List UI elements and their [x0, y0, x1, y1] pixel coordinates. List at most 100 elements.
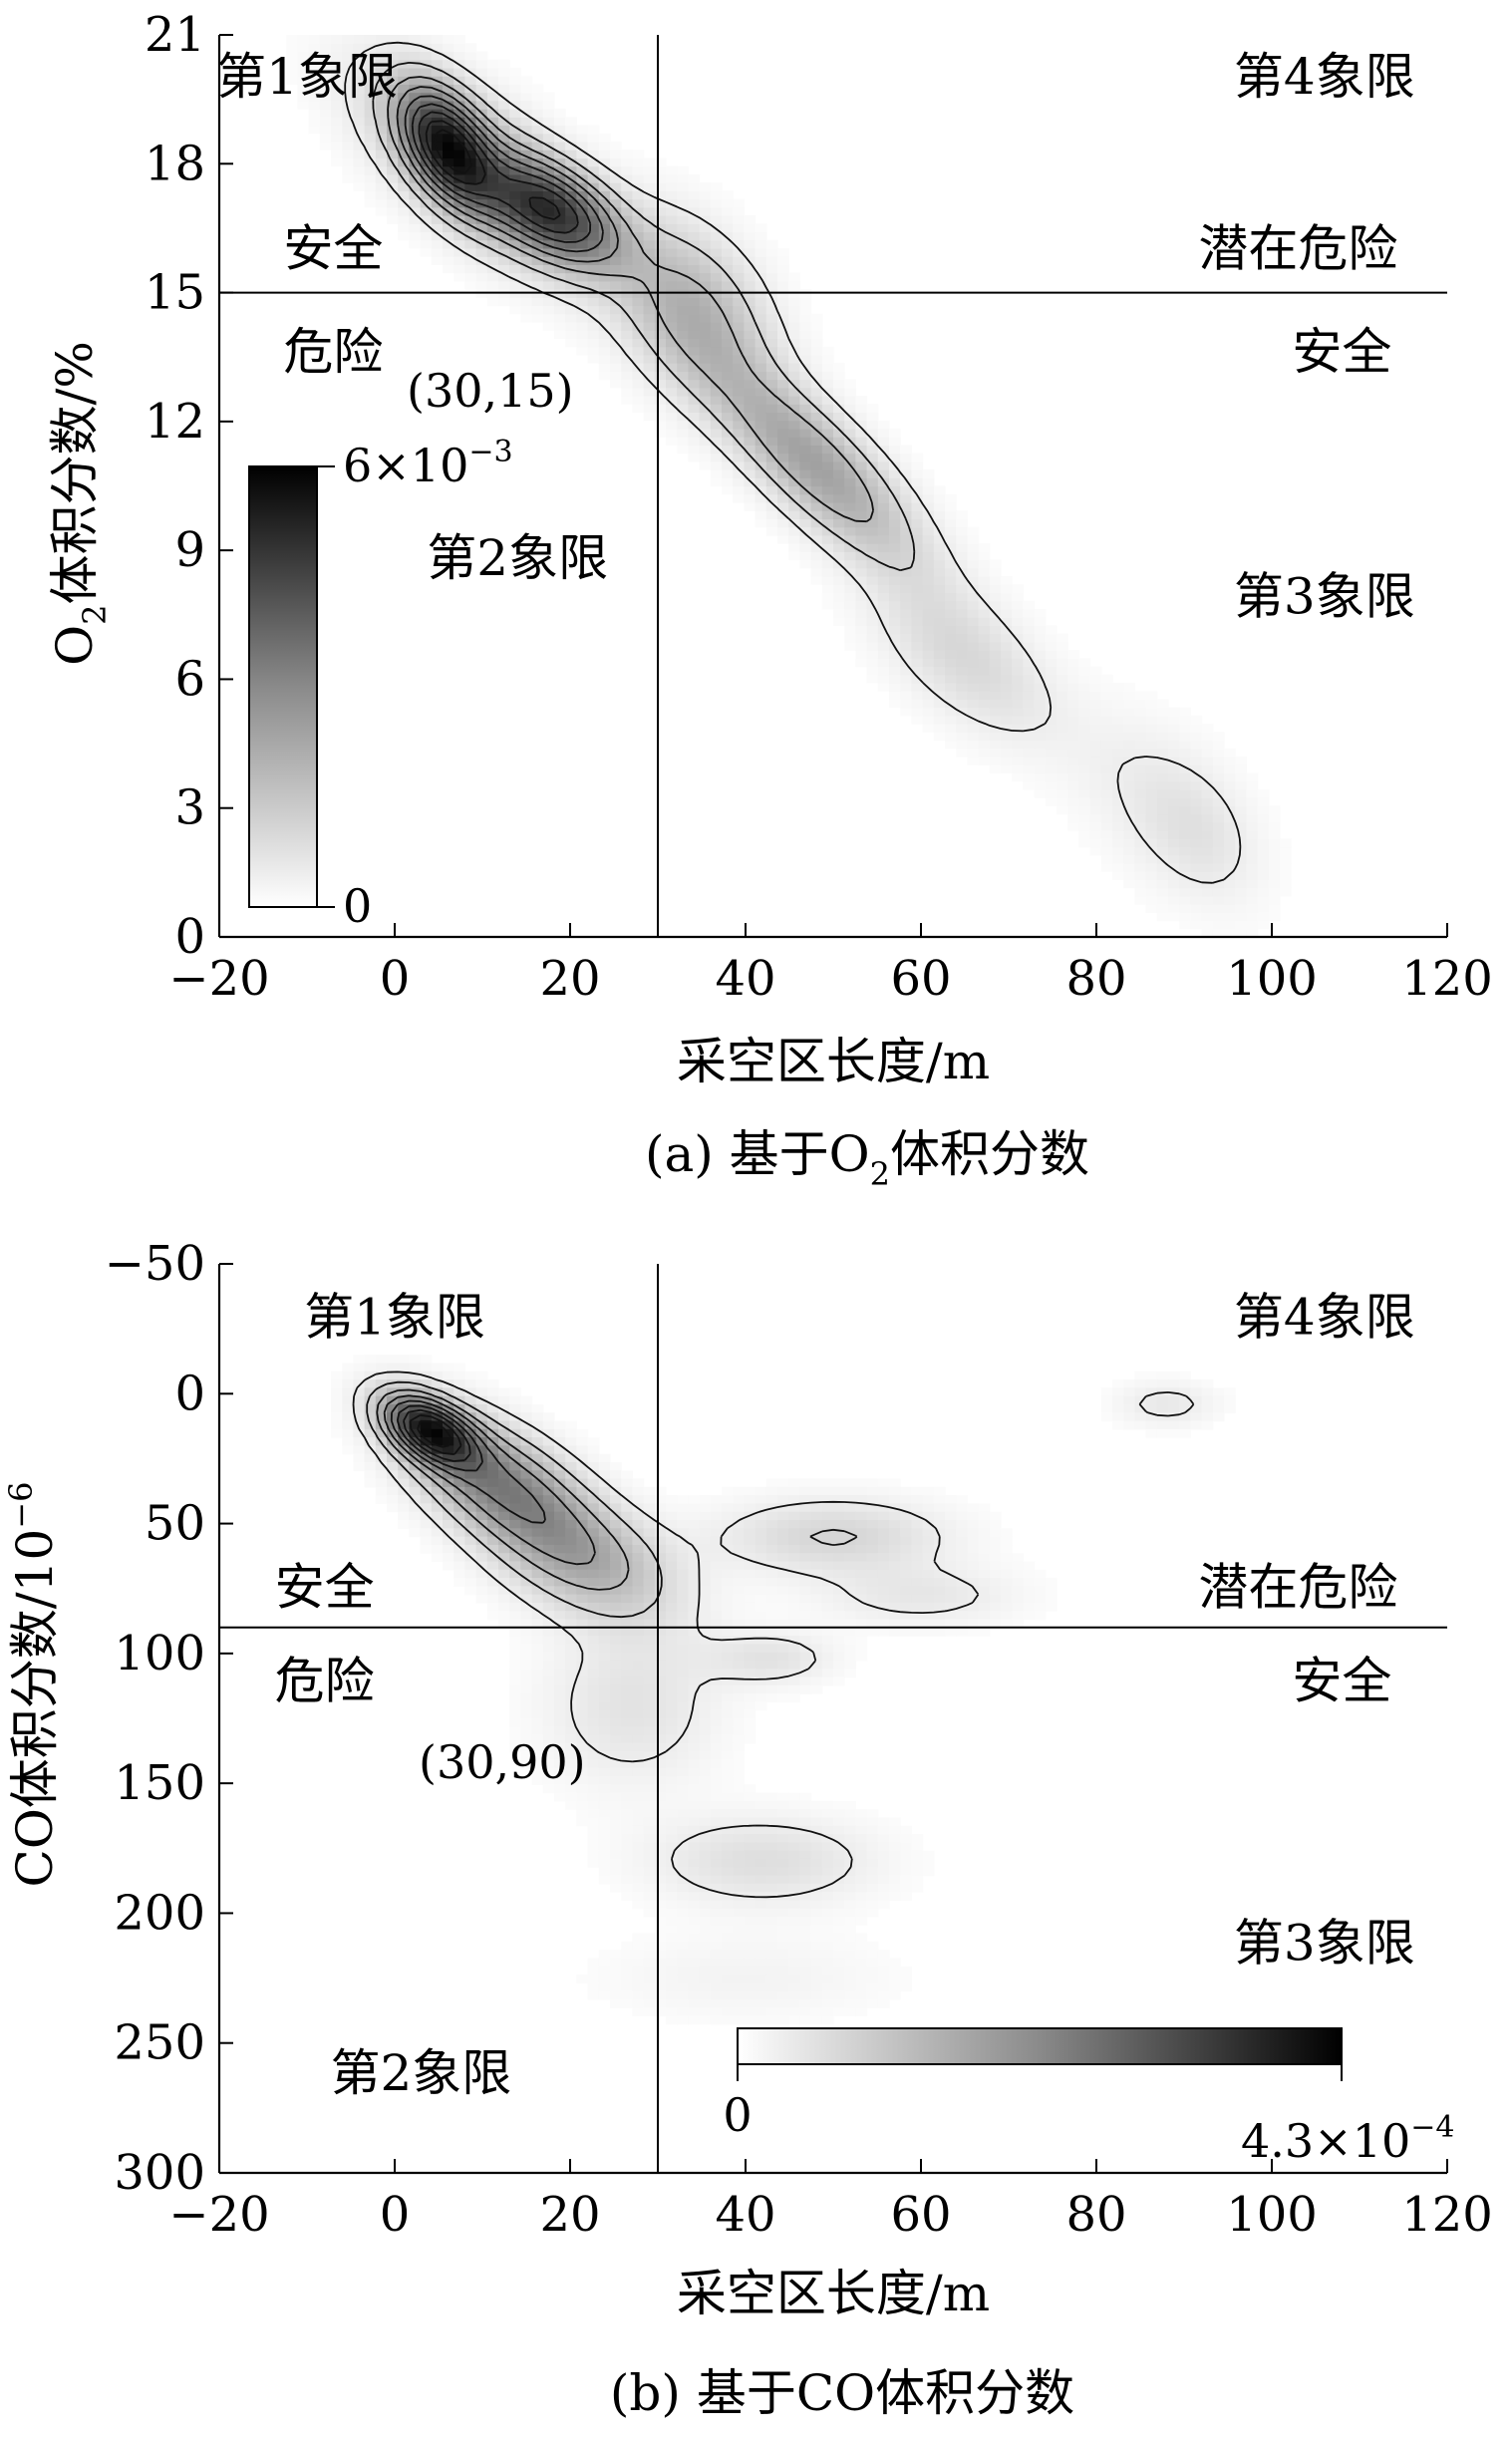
density-cell	[1012, 1619, 1024, 1629]
density-cell	[1023, 600, 1036, 610]
density-cell	[677, 1998, 689, 2008]
density-cell	[1168, 805, 1180, 815]
density-cell	[565, 1594, 577, 1604]
density-cell	[498, 165, 510, 175]
density-cell	[576, 1684, 589, 1694]
density-cell	[621, 387, 633, 397]
density-cell	[509, 1652, 521, 1662]
density-cell	[744, 346, 756, 356]
density-cell	[509, 1478, 521, 1488]
density-cell	[945, 608, 957, 618]
density-cell	[699, 1990, 712, 2000]
density-cell	[755, 501, 767, 511]
density-cell	[677, 1817, 689, 1827]
density-cell	[688, 1892, 701, 1901]
density-cell	[989, 1536, 1002, 1546]
density-cell	[788, 1677, 800, 1686]
density-cell	[855, 600, 868, 610]
density-cell	[1145, 772, 1158, 782]
density-cell	[866, 1966, 879, 1976]
density-cell	[486, 239, 499, 249]
density-cell	[454, 1379, 465, 1388]
density-cell	[821, 1627, 834, 1637]
density-cell	[956, 1503, 968, 1513]
density-cell	[643, 1834, 656, 1843]
density-cell	[409, 239, 422, 249]
density-cell	[677, 1644, 689, 1654]
density-cell	[454, 1520, 465, 1529]
density-cell	[1034, 674, 1047, 684]
density-cell	[1100, 797, 1113, 806]
density-cell	[498, 1553, 510, 1563]
density-cell	[1034, 764, 1047, 774]
density-cell	[788, 1627, 800, 1637]
density-cell	[688, 1495, 701, 1505]
density-cell	[777, 247, 789, 257]
density-cell	[431, 141, 444, 151]
density-cell	[1179, 724, 1191, 733]
density-cell	[1112, 732, 1124, 742]
density-cell	[710, 1751, 723, 1761]
density-cell	[643, 1990, 656, 2000]
density-cell	[632, 1983, 645, 1992]
density-cell	[844, 1800, 856, 1810]
density-cell	[431, 1553, 444, 1563]
density-cell	[1179, 797, 1191, 806]
density-cell	[710, 1834, 723, 1843]
density-cell	[1246, 772, 1259, 782]
density-cell	[889, 1486, 901, 1496]
density-cell	[810, 1892, 823, 1901]
density-cell	[598, 1644, 611, 1654]
density-cell	[1246, 846, 1259, 856]
density-cell	[542, 173, 555, 183]
density-cell	[821, 526, 834, 536]
density-cell	[443, 1403, 454, 1413]
density-cell	[509, 1734, 521, 1744]
density-cell	[454, 272, 465, 282]
density-cell	[587, 150, 600, 159]
density-cell	[688, 1520, 701, 1529]
density-cell	[1023, 1569, 1036, 1579]
density-cell	[443, 84, 454, 94]
density-contours-a	[344, 41, 1242, 884]
density-cell	[565, 1553, 577, 1563]
density-cell	[889, 1850, 901, 1860]
density-cell	[799, 469, 812, 478]
density-cell	[821, 1916, 834, 1926]
density-cell	[520, 1453, 533, 1463]
density-cell	[1057, 658, 1068, 668]
density-cell	[956, 715, 968, 725]
density-cell	[565, 1669, 577, 1678]
density-cell	[531, 215, 544, 224]
density-cell	[733, 330, 745, 340]
density-cell	[989, 666, 1002, 676]
density-cell	[610, 1759, 622, 1769]
density-cell	[810, 551, 823, 561]
density-cell	[821, 1834, 834, 1843]
density-cell	[900, 1619, 912, 1629]
density-cell	[1012, 1602, 1024, 1612]
density-cell	[1246, 928, 1259, 937]
density-cell	[755, 223, 767, 233]
density-cell	[833, 1933, 845, 1943]
density-cell	[632, 1933, 645, 1943]
density-cell	[699, 1503, 712, 1513]
density-cell	[509, 239, 521, 249]
density-cell	[565, 330, 577, 340]
density-cell	[554, 198, 566, 208]
density-cell	[744, 1867, 756, 1877]
density-cell	[1190, 788, 1203, 798]
density-cell	[688, 256, 701, 265]
density-cell	[1012, 715, 1024, 725]
density-cell	[833, 437, 845, 446]
density-cell	[554, 190, 566, 200]
density-cell	[621, 280, 633, 290]
density-cell	[699, 346, 712, 356]
density-cell	[498, 1461, 510, 1471]
density-cell	[387, 35, 399, 44]
density-cell	[799, 1669, 812, 1678]
density-cell	[576, 1776, 589, 1785]
density-cell	[654, 420, 667, 430]
density-cell	[765, 493, 778, 503]
x-tick-label: 40	[715, 951, 775, 1007]
